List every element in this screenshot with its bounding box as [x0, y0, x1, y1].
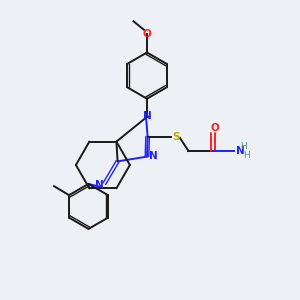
Text: O: O — [142, 29, 152, 39]
Text: H: H — [241, 142, 247, 151]
Text: S: S — [172, 131, 179, 142]
Text: N: N — [94, 180, 103, 190]
Text: N: N — [236, 146, 245, 156]
Text: H: H — [243, 151, 250, 160]
Text: N: N — [149, 151, 158, 161]
Text: N: N — [143, 111, 152, 121]
Text: O: O — [210, 123, 219, 133]
